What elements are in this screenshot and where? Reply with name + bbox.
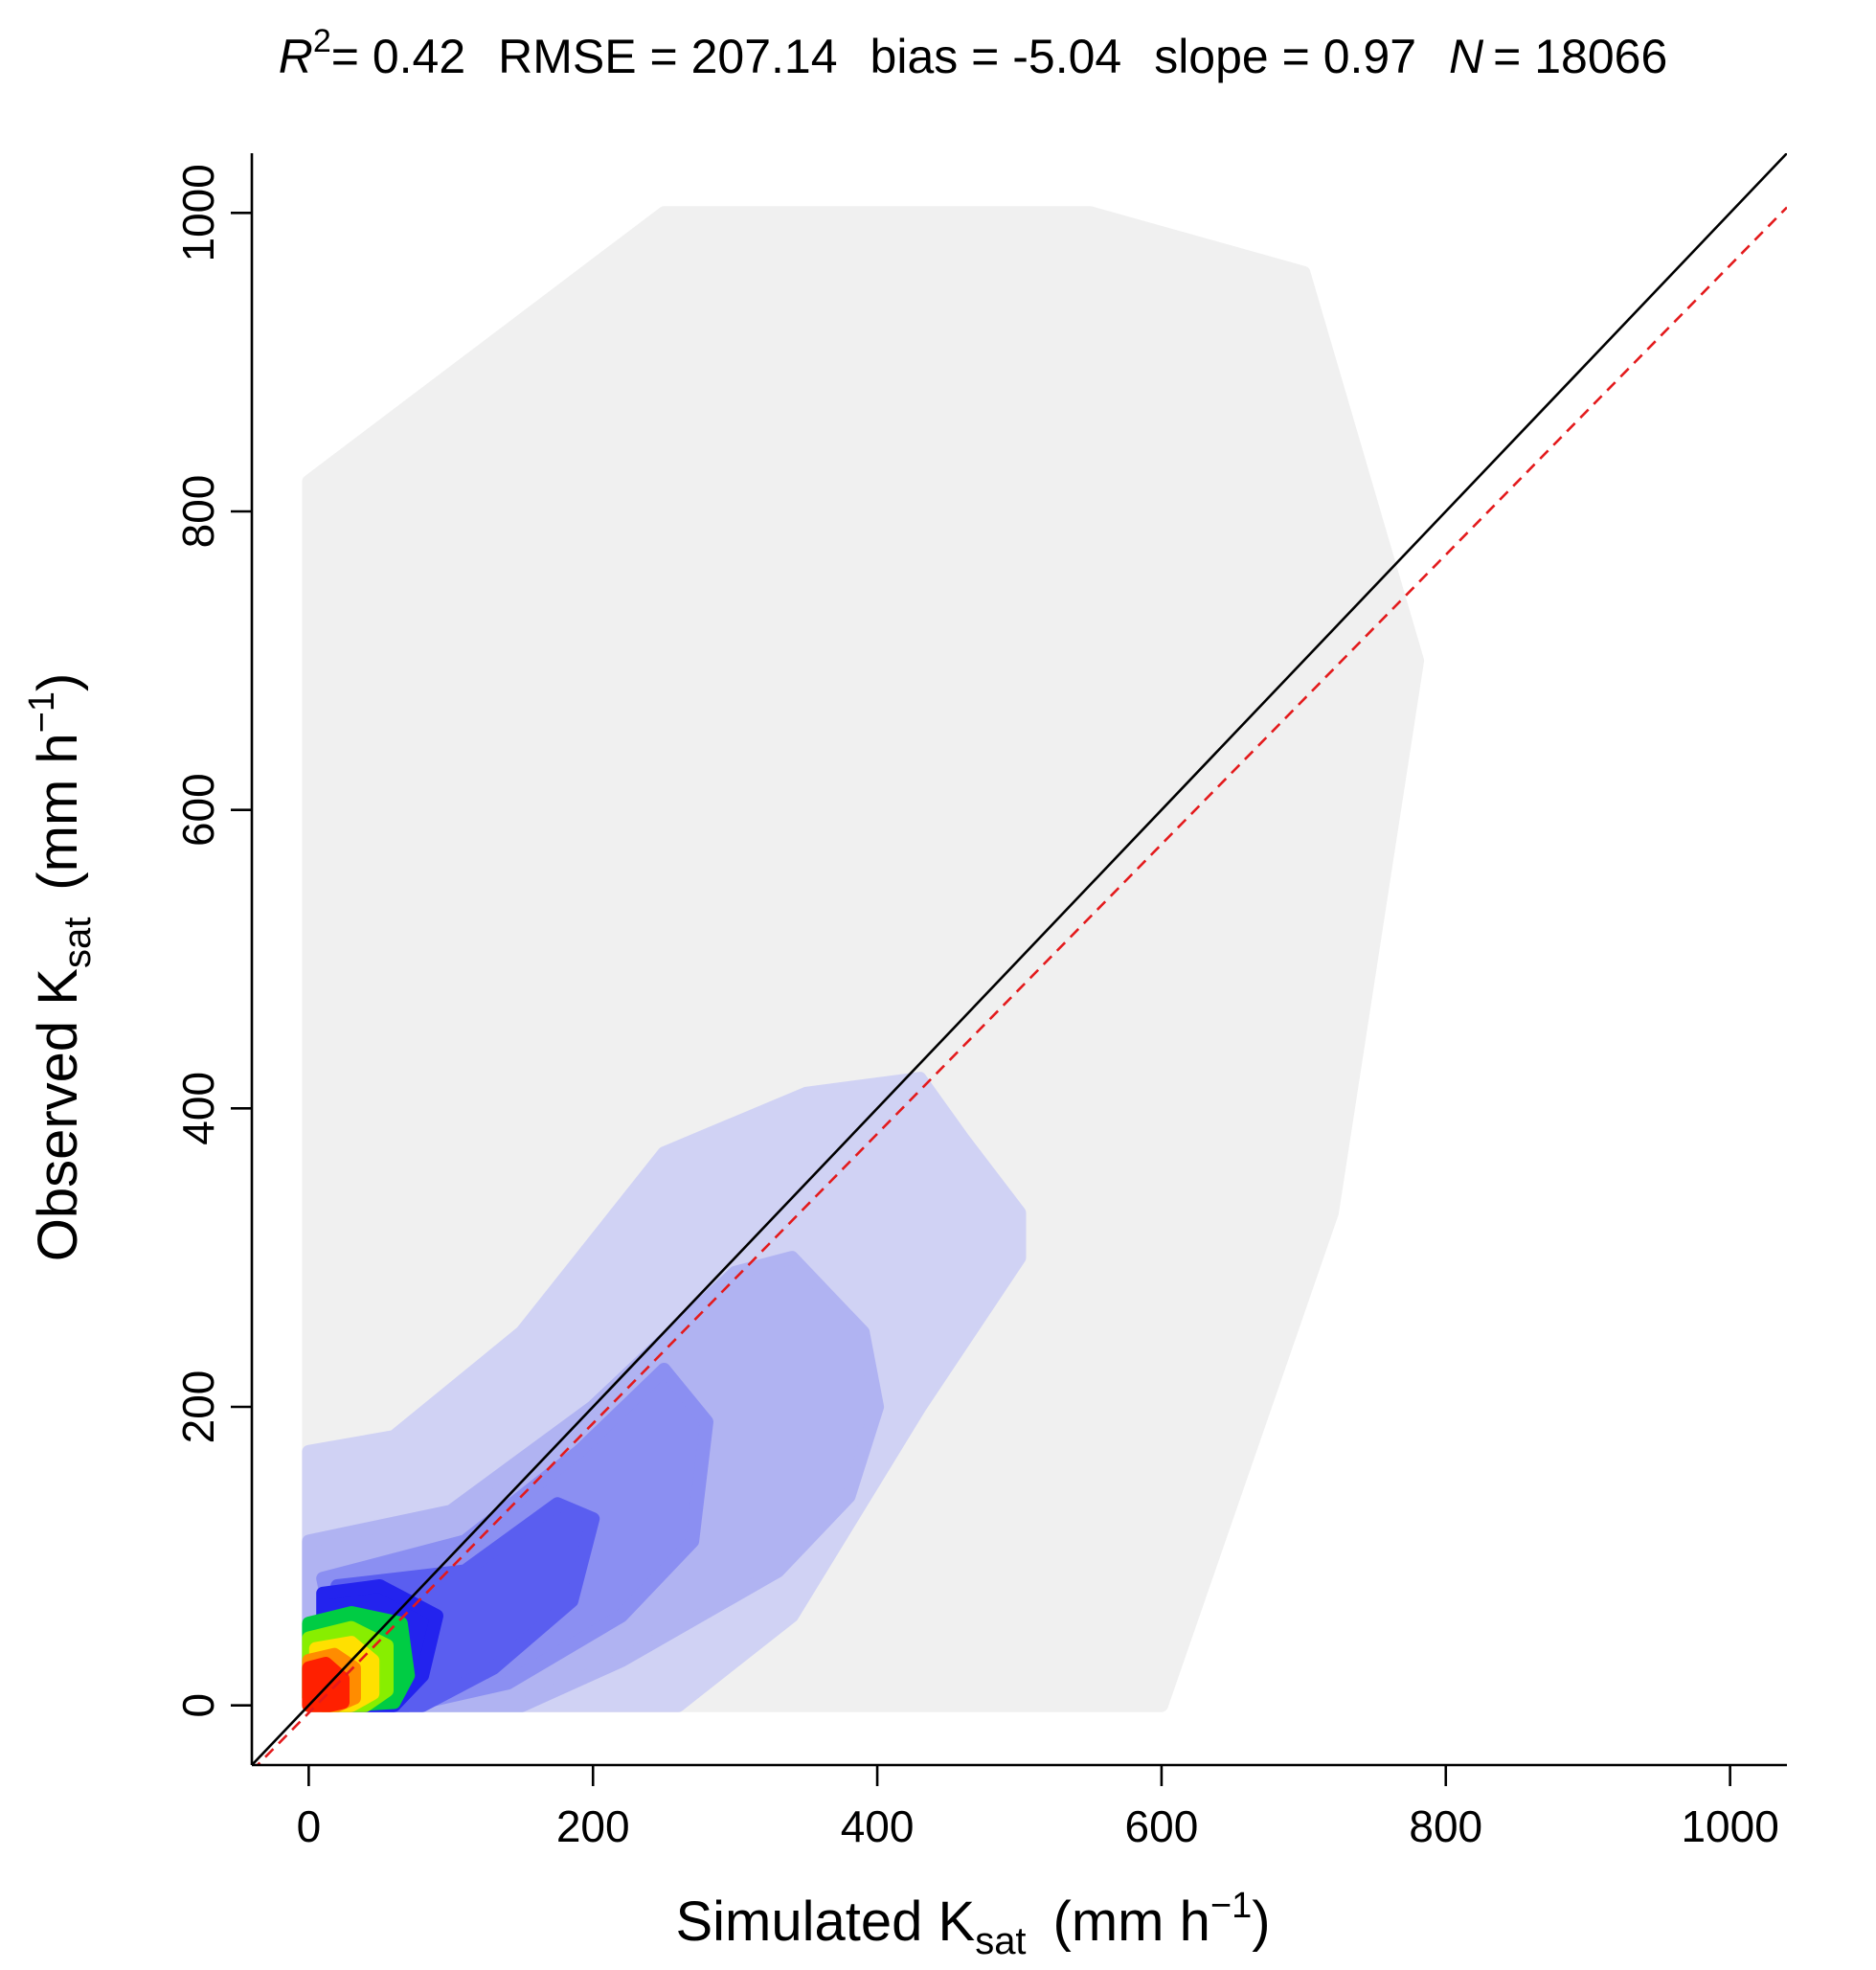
- density-regions: [302, 206, 1425, 1712]
- x-tick-label: 400: [841, 1801, 915, 1851]
- y-tick-label: 400: [173, 1072, 223, 1145]
- chart-title: R2= 0.42 RMSE = 207.14 bias = -5.04 slope =…: [279, 23, 1668, 83]
- x-axis-title-sub: sat: [975, 1920, 1026, 1962]
- x-tick-label: 800: [1409, 1801, 1482, 1851]
- x-axis-title-close: ): [1252, 1891, 1270, 1953]
- x-axis-title-exp: −1: [1210, 1886, 1252, 1926]
- y-tick-label: 0: [173, 1693, 223, 1718]
- reference-lines: [252, 153, 1787, 1765]
- r2-value: = 0.42: [331, 30, 465, 83]
- x-tick-label: 600: [1125, 1801, 1199, 1851]
- x-axis-title-unit: (mm h: [1053, 1891, 1210, 1953]
- y-tick-label: 600: [173, 773, 223, 847]
- y-axis-title-close: ): [27, 673, 89, 691]
- y-tick-label: 800: [173, 475, 223, 549]
- y-axis-title: Observed Ksat (mm h−1): [22, 673, 99, 1262]
- y-tick-label: 200: [173, 1370, 223, 1444]
- x-tick-label: 1000: [1681, 1801, 1778, 1851]
- n-symbol: N: [1449, 30, 1484, 83]
- y-axis-title-sub: sat: [57, 917, 99, 968]
- n-value: = 18066: [1493, 30, 1667, 83]
- x-axis-title: Simulated Ksat (mm h−1): [675, 1886, 1270, 1962]
- x-tick-label: 0: [297, 1801, 322, 1851]
- y-axis-title-main: Observed K: [27, 968, 89, 1262]
- r2-exponent: 2: [313, 23, 331, 59]
- axes: 0 200 400 600 800 1000 0 200 400 600 800 1000: [173, 153, 1787, 1851]
- one-to-one-line: [252, 153, 1787, 1765]
- y-axis-title-exp: −1: [22, 691, 62, 733]
- slope-stat: slope = 0.97: [1154, 30, 1416, 83]
- bias-stat: bias = -5.04: [870, 30, 1122, 83]
- y-tick-label: 1000: [173, 164, 223, 261]
- regression-line: [256, 206, 1787, 1765]
- r2-symbol: R: [279, 30, 313, 83]
- x-axis-title-main: Simulated K: [675, 1891, 975, 1953]
- y-axis-title-unit: (mm h: [27, 733, 89, 890]
- rmse-stat: RMSE = 207.14: [498, 30, 837, 83]
- x-tick-label: 200: [556, 1801, 630, 1851]
